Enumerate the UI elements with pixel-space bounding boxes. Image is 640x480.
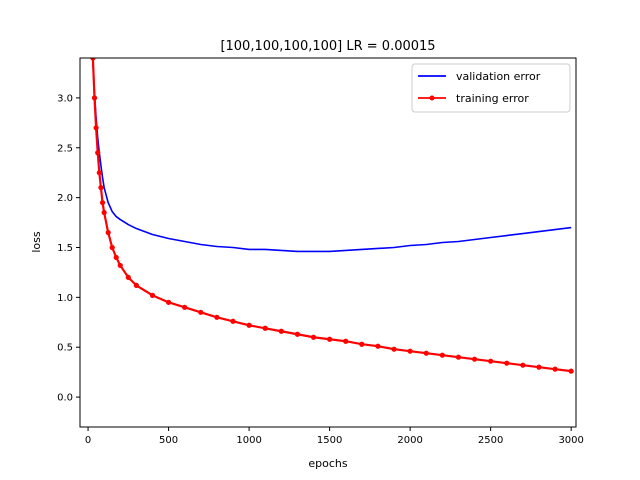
x-tick-label: 2000 xyxy=(397,435,422,446)
chart-title: [100,100,100,100] LR = 0.00015 xyxy=(220,39,435,54)
data-point-training-error xyxy=(552,366,558,372)
y-tick-label: 1.5 xyxy=(57,243,73,254)
data-point-training-error xyxy=(310,334,317,340)
data-point-training-error xyxy=(327,336,333,342)
data-point-training-error xyxy=(198,309,204,315)
data-point-training-error xyxy=(98,185,104,191)
data-point-training-error xyxy=(262,325,268,331)
x-axis: 0 500 1000 1500 2000 2500 3000 xyxy=(85,427,584,446)
data-point-training-error xyxy=(439,352,445,358)
data-point-training-error xyxy=(99,200,106,206)
data-point-training-error xyxy=(343,338,349,344)
data-point-training-error xyxy=(214,314,220,320)
y-tick-label: 2.0 xyxy=(57,193,73,204)
data-point-training-error xyxy=(133,282,139,288)
y-tick-label: 2.5 xyxy=(57,143,73,154)
data-point-training-error xyxy=(520,362,526,368)
data-point-training-error xyxy=(471,356,478,362)
y-tick-label: 1.0 xyxy=(57,293,73,304)
data-point-training-error xyxy=(423,350,429,356)
data-point-training-error xyxy=(294,331,301,337)
series-line-validation-error xyxy=(92,62,572,253)
legend-label-validation-error: validation error xyxy=(456,70,541,83)
data-point-training-error xyxy=(246,322,252,328)
data-point-training-error xyxy=(504,360,510,366)
data-point-training-error xyxy=(182,304,188,310)
data-point-training-error xyxy=(375,343,381,349)
data-point-training-error xyxy=(109,244,115,251)
data-point-training-error xyxy=(165,299,172,305)
data-point-training-error xyxy=(113,254,119,261)
plot-frame xyxy=(79,57,577,428)
x-tick-label: 1500 xyxy=(317,435,342,446)
data-point-training-error xyxy=(488,358,494,364)
data-point-training-error xyxy=(95,150,101,156)
series-layer xyxy=(90,58,574,374)
data-point-training-error xyxy=(536,364,542,370)
data-point-training-error xyxy=(125,274,131,281)
data-point-training-error xyxy=(117,262,123,269)
data-point-training-error xyxy=(90,58,96,61)
data-point-training-error xyxy=(230,318,236,324)
x-tick-label: 3000 xyxy=(558,435,583,446)
data-point-training-error xyxy=(455,354,462,360)
x-axis-label: epochs xyxy=(308,457,347,470)
data-point-training-error xyxy=(568,368,574,374)
y-tick-label: 0.0 xyxy=(57,393,73,404)
legend-box xyxy=(411,63,571,113)
data-point-training-error xyxy=(93,125,99,131)
y-axis: 0.0 0.5 1.0 1.5 2.0 2.5 3.0 xyxy=(57,93,80,404)
y-tick-label: 0.5 xyxy=(57,343,73,354)
legend-marker-training-error xyxy=(429,95,435,101)
data-point-training-error xyxy=(105,229,111,236)
data-point-training-error xyxy=(391,346,397,352)
data-point-training-error xyxy=(278,328,284,334)
x-tick-label: 2500 xyxy=(478,435,503,446)
x-tick-label: 500 xyxy=(159,435,178,446)
x-tick-label: 0 xyxy=(85,435,91,446)
x-tick-label: 1000 xyxy=(236,435,261,446)
data-point-training-error xyxy=(407,348,413,354)
legend: validation error training error xyxy=(411,63,571,113)
y-axis-label: loss xyxy=(30,231,43,253)
data-point-training-error xyxy=(91,95,98,101)
legend-label-training-error: training error xyxy=(456,92,529,105)
data-point-training-error xyxy=(149,292,156,298)
data-point-training-error xyxy=(96,170,102,176)
data-point-training-error xyxy=(101,209,107,216)
y-tick-label: 3.0 xyxy=(57,93,73,104)
data-point-training-error xyxy=(359,341,365,347)
